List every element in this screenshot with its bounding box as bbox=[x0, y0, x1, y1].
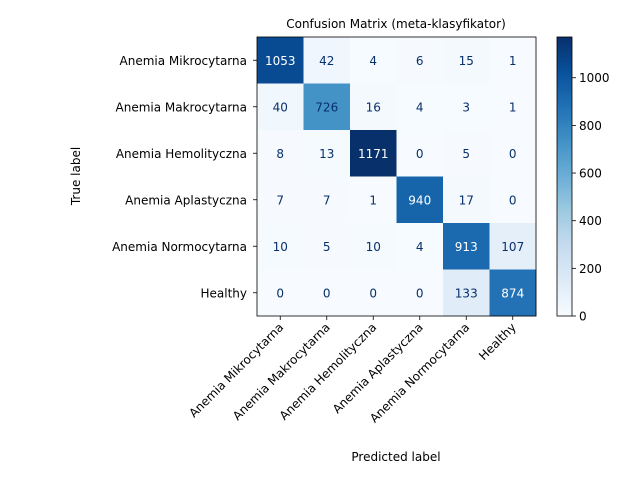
heatmap-cell bbox=[303, 269, 351, 317]
heatmap-cell bbox=[303, 223, 351, 270]
cell-value-label: 5 bbox=[462, 147, 470, 161]
heatmap-cell bbox=[350, 269, 397, 317]
cell-value-label: 13 bbox=[319, 147, 334, 161]
colorbar-tick-label: 800 bbox=[579, 119, 602, 133]
heatmap-cell bbox=[396, 130, 444, 177]
heatmap-cell bbox=[489, 269, 537, 317]
plot-frame bbox=[256, 36, 537, 317]
x-axis-label: Predicted label bbox=[351, 450, 440, 464]
heatmap-cell bbox=[350, 130, 397, 177]
cell-value-label: 16 bbox=[366, 100, 381, 114]
colorbar-tick-label: 1000 bbox=[579, 71, 610, 85]
heatmap-cell bbox=[257, 83, 304, 131]
cell-value-label: 874 bbox=[501, 286, 524, 300]
cell-value-label: 10 bbox=[273, 240, 288, 254]
heatmap-cell bbox=[303, 37, 351, 84]
colorbar-tick-label: 0 bbox=[579, 310, 587, 324]
heatmap-cell bbox=[350, 176, 397, 224]
x-tick-label: Anemia Aplastyczna bbox=[330, 320, 426, 416]
cell-value-label: 42 bbox=[319, 54, 334, 68]
cell-value-label: 15 bbox=[459, 54, 474, 68]
heatmap-cell bbox=[489, 83, 537, 131]
cell-value-label: 133 bbox=[455, 286, 478, 300]
heatmap-cell bbox=[443, 176, 490, 224]
x-tick-label: Healthy bbox=[476, 320, 519, 363]
heatmap-cell bbox=[303, 83, 351, 131]
cell-value-label: 17 bbox=[459, 193, 474, 207]
cell-value-label: 1 bbox=[369, 193, 377, 207]
x-tick-label: Anemia Mikrocytarna bbox=[186, 320, 286, 420]
cell-value-label: 7 bbox=[276, 193, 284, 207]
cell-value-label: 0 bbox=[276, 286, 284, 300]
heatmap-cell bbox=[443, 130, 490, 177]
heatmap-cell bbox=[396, 37, 444, 84]
heatmap-cell bbox=[350, 37, 397, 84]
colorbar-tick-label: 600 bbox=[579, 167, 602, 181]
chart-title: Confusion Matrix (meta-klasyfikator) bbox=[286, 17, 506, 31]
cell-value-label: 1 bbox=[509, 54, 517, 68]
heatmap-cell bbox=[489, 176, 537, 224]
colorbar: 0 200 400 600 800 1000 bbox=[556, 36, 610, 324]
heatmap-cell bbox=[303, 130, 351, 177]
cell-value-label: 6 bbox=[416, 54, 424, 68]
cell-value-label: 1053 bbox=[265, 54, 296, 68]
cell-value-label: 0 bbox=[369, 286, 377, 300]
heatmap-cell bbox=[443, 37, 490, 84]
cell-value-label: 1 bbox=[509, 100, 517, 114]
cell-value-label: 940 bbox=[408, 193, 431, 207]
heatmap-cell bbox=[303, 176, 351, 224]
y-tick-label: Anemia Hemolityczna bbox=[116, 147, 247, 161]
y-axis: Anemia Mikrocytarna Anemia Makrocytarna An… bbox=[112, 54, 257, 300]
cell-value-label: 0 bbox=[416, 147, 424, 161]
y-tick-label: Anemia Makrocytarna bbox=[116, 100, 248, 114]
cell-value-label: 10 bbox=[366, 240, 381, 254]
cell-value-label: 0 bbox=[509, 147, 517, 161]
heatmap-cell bbox=[489, 130, 537, 177]
cell-value-label: 5 bbox=[323, 240, 331, 254]
heatmap-cell bbox=[257, 130, 304, 177]
heatmap-cell bbox=[443, 223, 490, 270]
y-tick-label: Healthy bbox=[200, 286, 247, 300]
cell-value-label: 7 bbox=[323, 193, 331, 207]
colorbar-tick-label: 400 bbox=[579, 214, 602, 228]
colorbar-gradient bbox=[556, 36, 573, 317]
heatmap-cell bbox=[257, 269, 304, 317]
heatmap-cell bbox=[396, 83, 444, 131]
heatmap-cell bbox=[489, 37, 537, 84]
heatmap-cell bbox=[257, 37, 304, 84]
heatmap-cell bbox=[489, 223, 537, 270]
heatmap-cell bbox=[396, 223, 444, 270]
cell-value-label: 4 bbox=[416, 240, 424, 254]
cell-value-label: 3 bbox=[462, 100, 470, 114]
cell-value-label: 0 bbox=[323, 286, 331, 300]
heatmap-cell bbox=[257, 176, 304, 224]
heatmap-cell bbox=[350, 223, 397, 270]
heatmap-cell bbox=[350, 83, 397, 131]
cell-value-label: 1171 bbox=[358, 147, 389, 161]
heatmap-cell bbox=[396, 176, 444, 224]
cell-value-label: 4 bbox=[416, 100, 424, 114]
heatmap-cell bbox=[443, 269, 490, 317]
heatmap-cells bbox=[257, 37, 537, 317]
heatmap-cell bbox=[396, 269, 444, 317]
cell-value-label: 913 bbox=[455, 240, 478, 254]
heatmap-cell bbox=[257, 223, 304, 270]
cell-value-label: 107 bbox=[501, 240, 524, 254]
colorbar-ticks: 0 200 400 600 800 1000 bbox=[572, 71, 610, 324]
heatmap-cell bbox=[443, 83, 490, 131]
cell-value-label: 4 bbox=[369, 54, 377, 68]
cell-value-label: 8 bbox=[276, 147, 284, 161]
y-axis-label: True label bbox=[69, 147, 83, 206]
cell-value-label: 0 bbox=[509, 193, 517, 207]
y-tick-label: Anemia Normocytarna bbox=[112, 240, 247, 254]
colorbar-tick-label: 200 bbox=[579, 262, 602, 276]
cell-value-label: 40 bbox=[273, 100, 288, 114]
heatmap-cell-labels: 1053 42 4 6 15 140 726 16 4 3 18 13 1171 0 5 07 7 1 940 17 0… bbox=[265, 54, 524, 301]
cell-value-label: 726 bbox=[315, 100, 338, 114]
y-tick-label: Anemia Mikrocytarna bbox=[120, 54, 247, 68]
y-tick-label: Anemia Aplastyczna bbox=[125, 193, 247, 207]
cell-value-label: 0 bbox=[416, 286, 424, 300]
